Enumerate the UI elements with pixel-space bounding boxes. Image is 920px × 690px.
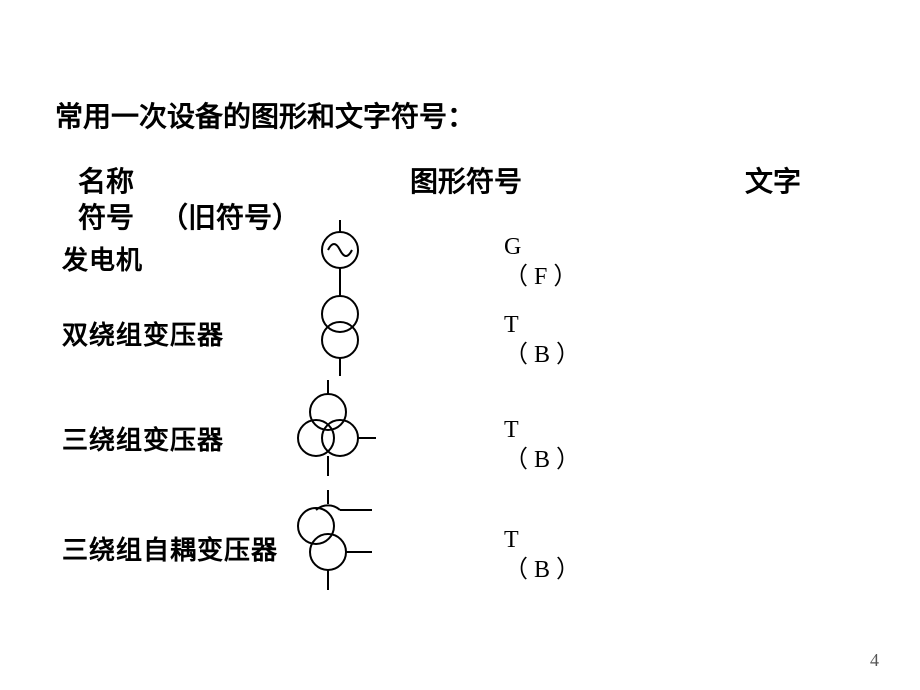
- row-generator-letter: G （ F ）: [504, 232, 577, 292]
- header-letter: 文字: [745, 160, 801, 200]
- row-generator-name: 发电机: [62, 240, 143, 277]
- row-three-winding-name: 三绕组变压器: [62, 420, 224, 457]
- row-two-winding-name: 双绕组变压器: [62, 315, 224, 352]
- row-three-winding-letter: T （ B ）: [504, 415, 580, 475]
- row-two-winding-letter: T （ B ）: [504, 310, 580, 370]
- header-name: 名称: [78, 160, 134, 200]
- header-graphic: 图形符号: [410, 160, 522, 200]
- generator-symbol-icon: [300, 220, 380, 280]
- row-autotransformer-name: 三绕组自耦变压器: [62, 530, 278, 567]
- page-title: 常用一次设备的图形和文字符号：: [55, 95, 475, 135]
- three-winding-autotransformer-symbol-icon: [276, 490, 396, 600]
- header-symbol: 符号: [78, 196, 134, 236]
- row-autotransformer-letter: T （ B ）: [504, 525, 580, 585]
- three-winding-transformer-symbol-icon: [276, 380, 396, 490]
- page-number: 4: [870, 650, 879, 671]
- two-winding-transformer-symbol-icon: [300, 280, 380, 380]
- header-old: （旧符号）: [160, 196, 300, 236]
